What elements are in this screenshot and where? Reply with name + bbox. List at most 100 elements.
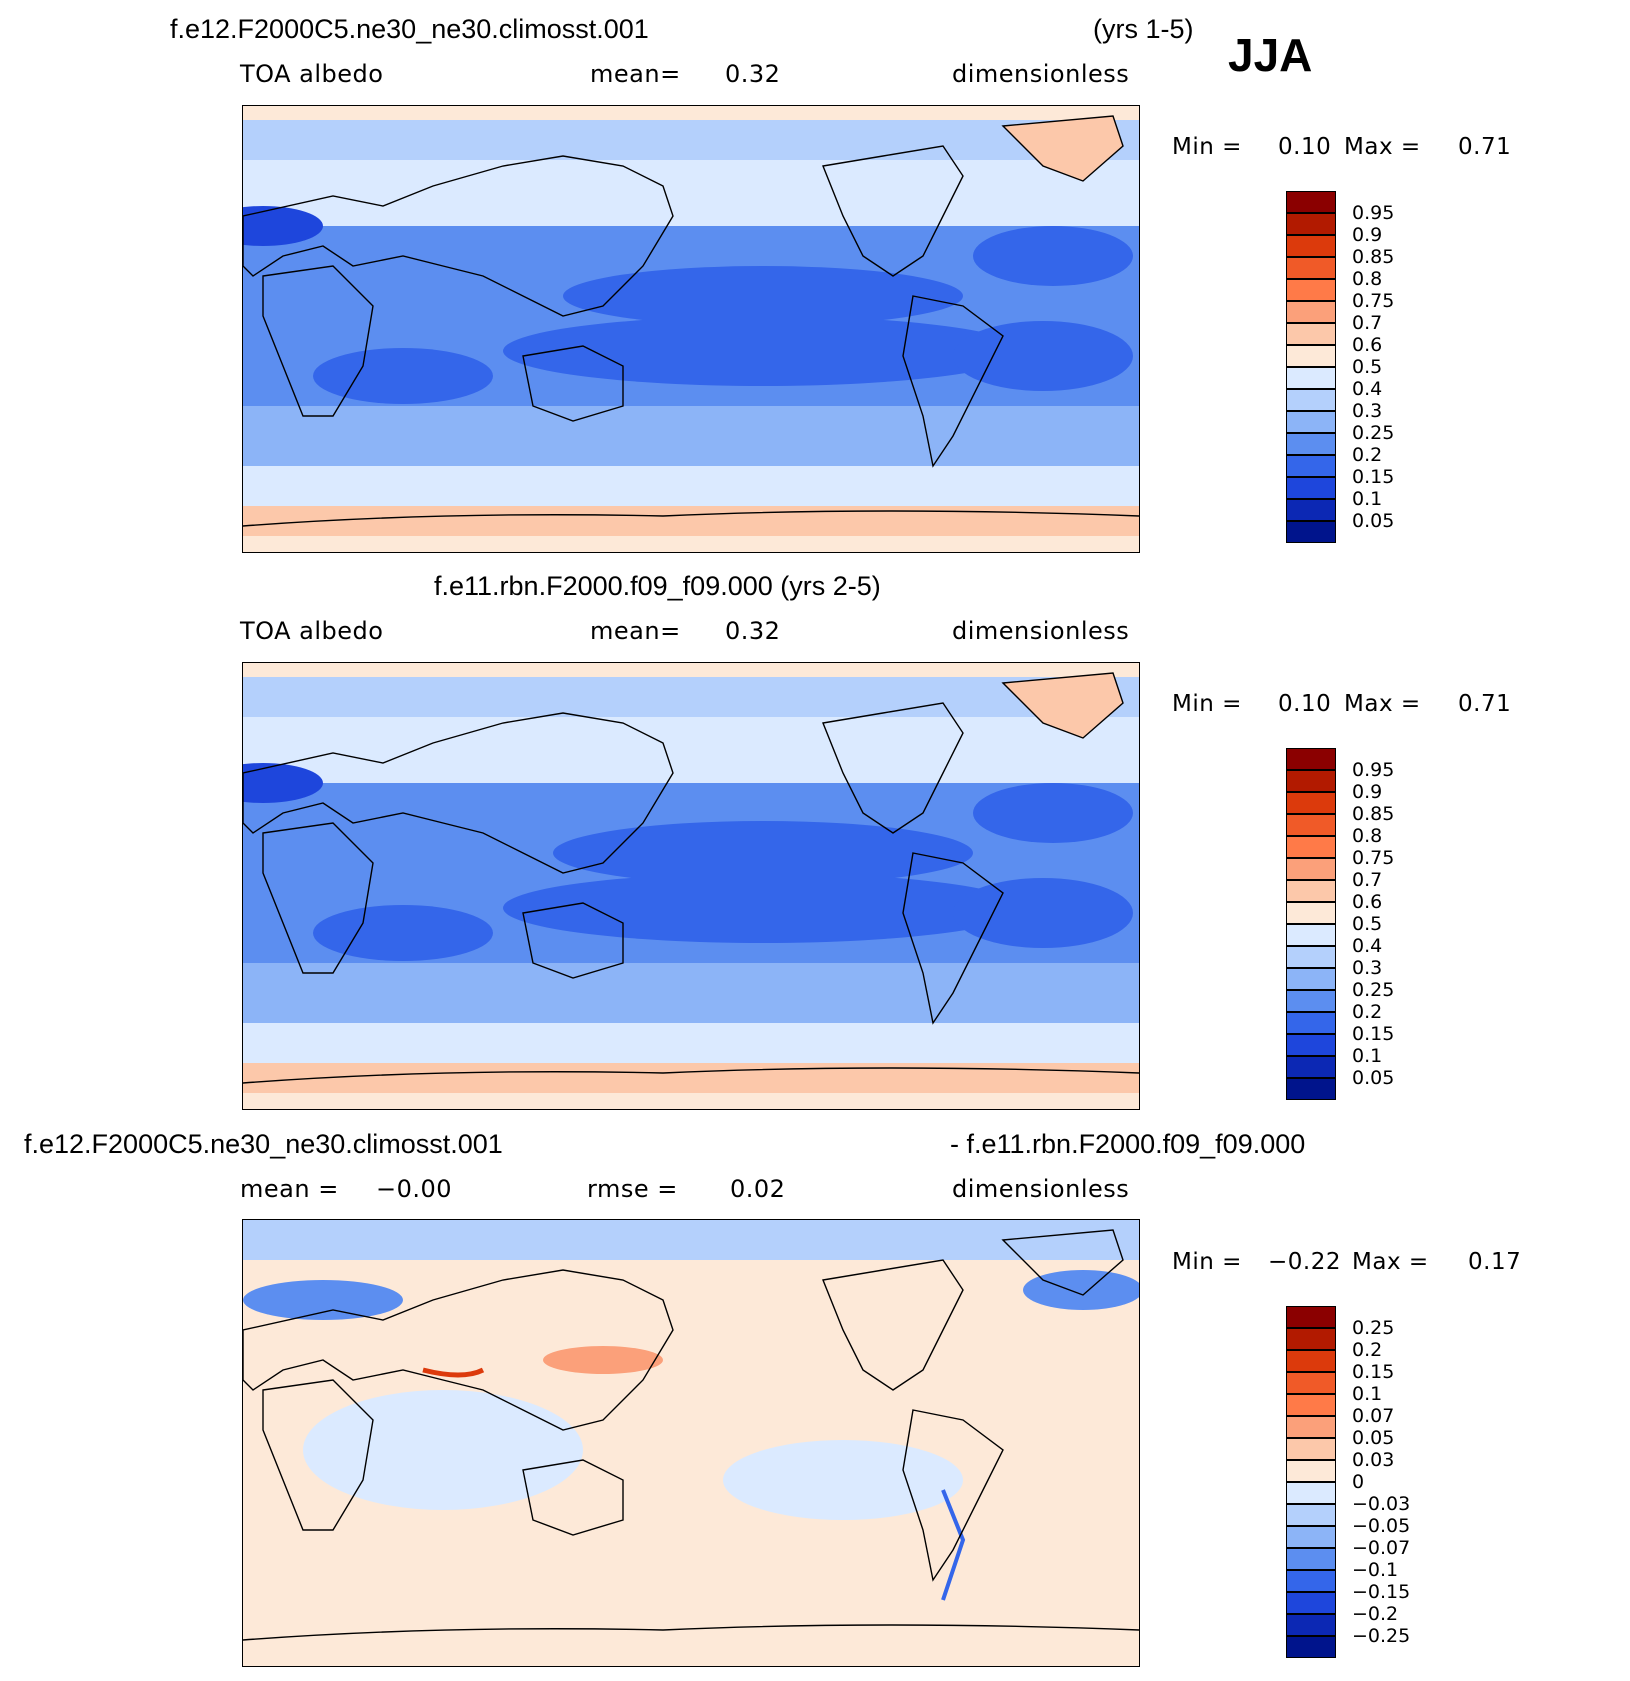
colorbar-label: 0.03 — [1352, 1449, 1395, 1471]
colorbar-label: 0.85 — [1352, 803, 1395, 825]
colorbar-box — [1286, 1034, 1336, 1056]
colorbar-label: 0.1 — [1352, 1383, 1383, 1405]
panel3-rmse-value: 0.02 — [730, 1175, 786, 1203]
colorbar-label: 0.3 — [1352, 400, 1383, 422]
panel2-map-svg — [243, 663, 1139, 1109]
panel3-rmse-label: rmse = — [587, 1175, 678, 1203]
colorbar-label: 0.2 — [1352, 1001, 1383, 1023]
colorbar-box — [1286, 301, 1336, 323]
colorbar-label: 0.1 — [1352, 1045, 1383, 1067]
panel1-title-right: (yrs 1-5) — [1093, 14, 1194, 44]
colorbar-label: −0.1 — [1352, 1559, 1399, 1581]
panel1-map — [242, 105, 1140, 553]
colorbar-box — [1286, 1350, 1336, 1372]
panel3-units: dimensionless — [952, 1175, 1130, 1203]
panel3-min-label: Min = — [1172, 1249, 1242, 1275]
colorbar-label: 0.75 — [1352, 290, 1395, 312]
colorbar-box — [1286, 213, 1336, 235]
colorbar-label: 0.5 — [1352, 356, 1383, 378]
panel1-variable: TOA albedo — [240, 60, 384, 88]
colorbar-box — [1286, 968, 1336, 990]
colorbar-box — [1286, 1460, 1336, 1482]
panel2-variable: TOA albedo — [240, 617, 384, 645]
colorbar-box — [1286, 880, 1336, 902]
colorbar-label: −0.2 — [1352, 1603, 1399, 1625]
panel2-max-label: Max = — [1344, 691, 1421, 717]
colorbar-label: 0.85 — [1352, 246, 1395, 268]
panel1-min-label: Min = — [1172, 134, 1242, 160]
colorbar-label: −0.15 — [1352, 1581, 1411, 1603]
panel3-title-right: - f.e11.rbn.F2000.f09_f09.000 — [950, 1129, 1306, 1159]
colorbar-label: 0.95 — [1352, 759, 1395, 781]
colorbar-label: 0.05 — [1352, 1427, 1395, 1449]
colorbar-label: 0 — [1352, 1471, 1365, 1493]
colorbar-box — [1286, 770, 1336, 792]
colorbar-box — [1286, 367, 1336, 389]
colorbar-label: 0.5 — [1352, 913, 1383, 935]
colorbar-box — [1286, 1592, 1336, 1614]
colorbar-label: 0.8 — [1352, 268, 1383, 290]
colorbar-box — [1286, 455, 1336, 477]
colorbar-box — [1286, 748, 1336, 770]
colorbar-box — [1286, 477, 1336, 499]
colorbar-label: −0.05 — [1352, 1515, 1411, 1537]
colorbar-box — [1286, 1504, 1336, 1526]
panel2-mean-label: mean= — [590, 617, 681, 645]
colorbar-label: 0.9 — [1352, 781, 1383, 803]
colorbar-label: 0.1 — [1352, 488, 1383, 510]
colorbar-label: 0.6 — [1352, 334, 1383, 356]
colorbar-label: 0.15 — [1352, 1361, 1395, 1383]
colorbar-label: −0.25 — [1352, 1625, 1411, 1647]
colorbar-box — [1286, 924, 1336, 946]
colorbar-box — [1286, 836, 1336, 858]
colorbar-box — [1286, 1306, 1336, 1328]
colorbar-box — [1286, 946, 1336, 968]
colorbar-label: 0.2 — [1352, 1339, 1383, 1361]
colorbar-label: 0.8 — [1352, 825, 1383, 847]
colorbar-label: 0.75 — [1352, 847, 1395, 869]
colorbar-label: 0.07 — [1352, 1405, 1395, 1427]
colorbar-box — [1286, 902, 1336, 924]
colorbar-label: 0.7 — [1352, 869, 1383, 891]
panel3-max-label: Max = — [1352, 1249, 1429, 1275]
panel2-colorbar: 0.95 0.9 0.85 0.8 0.75 0.7 0.6 0.5 0.4 0.3 0.25 0.2… — [1286, 748, 1394, 1100]
colorbar-box — [1286, 1056, 1336, 1078]
colorbar-box — [1286, 389, 1336, 411]
colorbar-box — [1286, 1438, 1336, 1460]
colorbar-label: 0.25 — [1352, 979, 1395, 1001]
colorbar-box — [1286, 499, 1336, 521]
colorbar-box — [1286, 345, 1336, 367]
colorbar-box — [1286, 1372, 1336, 1394]
panel3-mean-value: −0.00 — [376, 1175, 453, 1203]
colorbar-box — [1286, 1614, 1336, 1636]
colorbar-box — [1286, 1394, 1336, 1416]
panel3-map — [242, 1219, 1140, 1667]
colorbar-box — [1286, 235, 1336, 257]
colorbar-box — [1286, 1570, 1336, 1592]
panel2-mean-value: 0.32 — [725, 617, 781, 645]
panel3-map-svg — [243, 1220, 1139, 1666]
colorbar-label: 0.15 — [1352, 1023, 1395, 1045]
panel2-map — [242, 662, 1140, 1110]
colorbar-label: 0.25 — [1352, 422, 1395, 444]
colorbar-label: 0.4 — [1352, 378, 1383, 400]
colorbar-label: −0.07 — [1352, 1537, 1411, 1559]
panel3-min-value: −0.22 — [1268, 1249, 1341, 1275]
colorbar-box — [1286, 1416, 1336, 1438]
colorbar-box — [1286, 521, 1336, 543]
colorbar-box — [1286, 257, 1336, 279]
colorbar-box — [1286, 1548, 1336, 1570]
colorbar-label: 0.15 — [1352, 466, 1395, 488]
season-label: JJA — [1228, 29, 1313, 81]
colorbar-label: 0.4 — [1352, 935, 1383, 957]
panel1-title-left: f.e12.F2000C5.ne30_ne30.climosst.001 — [170, 14, 649, 44]
panel2-max-value: 0.71 — [1458, 691, 1512, 717]
panel1-units: dimensionless — [952, 60, 1130, 88]
colorbar-label: 0.2 — [1352, 444, 1383, 466]
panel2-min-label: Min = — [1172, 691, 1242, 717]
colorbar-box — [1286, 1526, 1336, 1548]
colorbar-box — [1286, 279, 1336, 301]
colorbar-label: 0.05 — [1352, 1067, 1395, 1089]
colorbar-box — [1286, 792, 1336, 814]
colorbar-box — [1286, 1482, 1336, 1504]
